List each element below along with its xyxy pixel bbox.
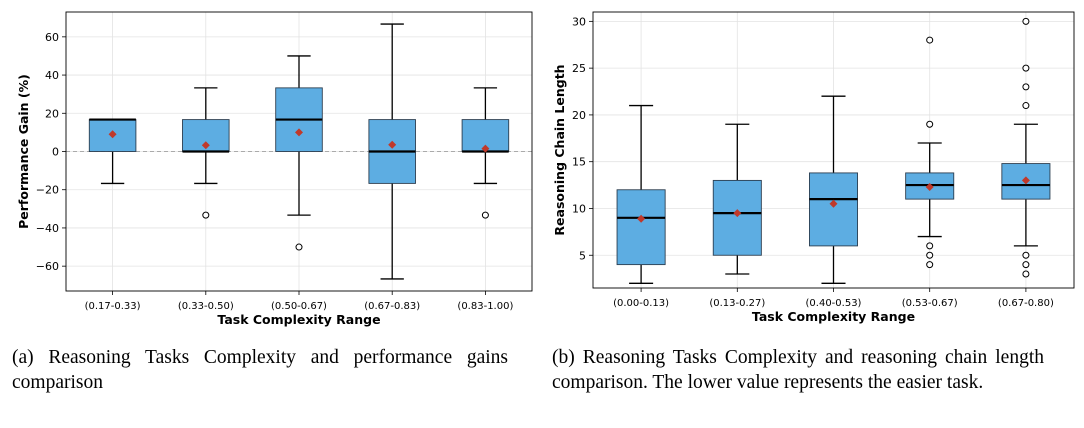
outlier-point (1022, 83, 1030, 91)
y-tick-label: 5 (579, 249, 586, 262)
outlier-point (1022, 251, 1030, 259)
box-4 (905, 36, 955, 269)
x-tick-label: (0.50-0.67) (271, 301, 327, 312)
y-tick-label: 40 (45, 69, 59, 82)
mean-marker (925, 182, 934, 191)
outlier-point (926, 36, 934, 44)
outlier-point (1022, 64, 1030, 72)
box-2 (182, 87, 230, 219)
x-tick-label: (0.67-0.80) (998, 298, 1054, 309)
outlier-point (202, 211, 210, 219)
x-tick-label: (0.40-0.53) (806, 298, 862, 309)
y-axis-label: Performance Gain (%) (16, 74, 31, 229)
outlier-point (926, 261, 934, 269)
boxplot-performance-gain: −60 −40 −20 0 20 40 60 (0.17-0.33) (0.33-0.50) (0… (16, 11, 533, 327)
iqr-box (616, 189, 666, 266)
box-4 (368, 23, 416, 280)
x-tick-label: (0.67-0.83) (364, 301, 420, 312)
outlier-point (1022, 102, 1030, 110)
x-tick-label: (0.13-0.27) (709, 298, 765, 309)
outlier-point (1022, 270, 1030, 278)
mean-marker (201, 141, 210, 150)
y-axis-label: Reasoning Chain Length (552, 64, 567, 235)
x-tick-label: (0.00-0.13) (613, 298, 669, 309)
x-tick-label: (0.33-0.50) (178, 301, 234, 312)
iqr-box (809, 172, 859, 247)
y-tick-label: −20 (36, 184, 59, 197)
y-tick-label: 25 (572, 62, 586, 75)
figure-b: 5 10 15 20 25 30 (0.00-0.13) (0.13-0.27) (0.40-0… (542, 0, 1084, 330)
y-tick-label: 15 (572, 156, 586, 169)
y-tick-label: 0 (52, 146, 59, 159)
y-tick-label: −60 (36, 260, 59, 273)
x-axis-label: Task Complexity Range (752, 309, 915, 324)
box-1 (88, 118, 137, 185)
boxplot-reasoning-chain-length: 5 10 15 20 25 30 (0.00-0.13) (0.13-0.27) (0.40-0… (552, 11, 1075, 324)
mean-marker (295, 128, 303, 137)
y-tick-label: 30 (572, 15, 586, 28)
box-5 (1001, 17, 1051, 278)
caption-a: (a) Reasoning Tasks Complexity and perfo… (12, 347, 508, 393)
x-tick-label: (0.17-0.33) (85, 301, 141, 312)
box-2 (712, 123, 762, 275)
outlier-point (926, 251, 934, 259)
outlier-point (1022, 17, 1030, 25)
y-tick-label: 20 (45, 107, 59, 120)
outlier-point (1022, 261, 1030, 269)
mean-marker (637, 214, 646, 223)
y-tick-label: −40 (36, 222, 59, 235)
mean-marker (829, 199, 838, 208)
outlier-point (926, 242, 934, 250)
mean-marker (481, 144, 490, 153)
box-3 (275, 55, 323, 251)
mean-marker (1021, 176, 1030, 185)
figure-a: −60 −40 −20 0 20 40 60 (0.17-0.33) (0.33-0.50) (0… (0, 0, 542, 330)
box-3 (809, 95, 859, 284)
outlier-point (926, 120, 934, 128)
y-tick-label: 60 (45, 31, 59, 44)
x-axis-label: Task Complexity Range (217, 312, 380, 327)
iqr-box (712, 179, 762, 256)
mean-marker (108, 130, 117, 139)
x-tick-label: (0.53-0.67) (902, 298, 958, 309)
y-tick-label: 10 (572, 202, 586, 215)
box-1 (616, 104, 666, 284)
box-5 (461, 87, 510, 219)
caption-b: (b) Reasoning Tasks Complexity and reaso… (552, 347, 1044, 393)
mean-marker (733, 209, 742, 218)
x-tick-label: (0.83-1.00) (457, 301, 513, 312)
outlier-point (481, 211, 489, 219)
outlier-point (295, 243, 303, 251)
y-tick-label: 20 (572, 109, 586, 122)
mean-marker (388, 140, 397, 149)
